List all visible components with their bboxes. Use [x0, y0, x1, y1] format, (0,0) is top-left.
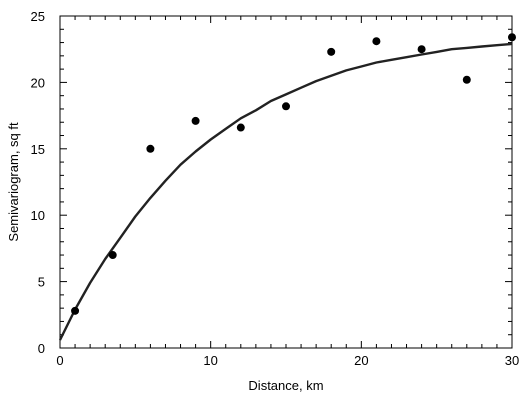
y-tick-label: 5	[38, 275, 45, 290]
y-axis-title: Semivariogram, sq ft	[6, 122, 21, 242]
x-tick-label: 10	[203, 353, 217, 368]
data-point	[191, 116, 200, 125]
x-tick-label: 30	[505, 353, 519, 368]
y-tick-label: 25	[31, 9, 45, 24]
plot-axes	[59, 15, 513, 349]
data-point	[108, 251, 117, 260]
y-tick-label: 20	[31, 75, 45, 90]
axis-ticks	[59, 15, 513, 349]
fitted-curve-group	[58, 42, 513, 341]
data-point	[282, 102, 290, 111]
y-tick-label: 0	[38, 341, 45, 356]
data-points-group	[71, 33, 516, 315]
x-tick-label: 0	[56, 353, 63, 368]
fitted-curve-line	[58, 42, 513, 341]
y-tick-label: 15	[31, 142, 45, 157]
data-point	[71, 306, 80, 315]
data-point	[236, 123, 245, 132]
x-axis-title: Distance, km	[248, 378, 323, 393]
axis-tick-labels: 0 10 20 30 0 5 10 15 20 25	[31, 9, 520, 368]
data-point	[508, 33, 516, 42]
x-tick-label: 20	[354, 353, 368, 368]
y-tick-label: 10	[31, 208, 45, 223]
data-point	[146, 144, 155, 153]
data-point	[372, 37, 381, 46]
data-point	[462, 75, 471, 84]
data-point	[327, 47, 336, 56]
data-point	[417, 45, 426, 54]
plot-frame	[59, 15, 513, 349]
